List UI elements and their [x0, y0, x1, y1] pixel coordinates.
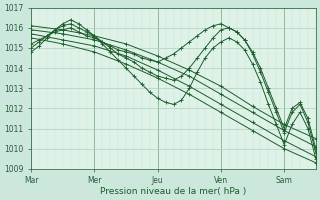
X-axis label: Pression niveau de la mer( hPa ): Pression niveau de la mer( hPa )	[100, 187, 247, 196]
